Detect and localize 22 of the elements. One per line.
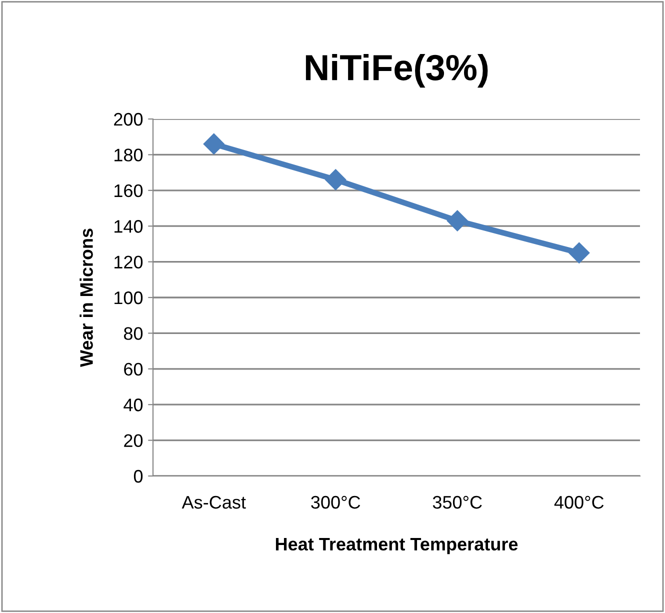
y-tick-label: 0 (134, 470, 143, 483)
y-tick-label: 80 (124, 327, 143, 340)
point (446, 210, 468, 232)
y-tick-label: 60 (124, 362, 143, 376)
y-tick-label: 100 (114, 291, 143, 304)
point (325, 169, 346, 190)
point (568, 242, 590, 264)
x-tick-label: 300°C (311, 496, 360, 509)
x-tick-label: 350°C (432, 496, 482, 509)
x-tick-label: As-Cast (182, 496, 246, 509)
y-tick-label: 160 (114, 184, 143, 198)
x-tick-label: 400°C (554, 496, 604, 509)
y-tick-label: 40 (124, 398, 143, 412)
x-axis-title: Heat Treatment Temperature (276, 538, 518, 554)
y-axis-title: Wear in Microns (80, 228, 93, 368)
y-tick-label: 120 (114, 256, 143, 269)
y-tick-label: 140 (114, 220, 143, 233)
point (203, 133, 224, 155)
chart-title: NiTiFe(3%) (306, 54, 488, 88)
y-tick-label: 180 (114, 148, 143, 162)
y-tick-label: 20 (124, 434, 143, 448)
y-tick-label: 200 (114, 112, 143, 126)
